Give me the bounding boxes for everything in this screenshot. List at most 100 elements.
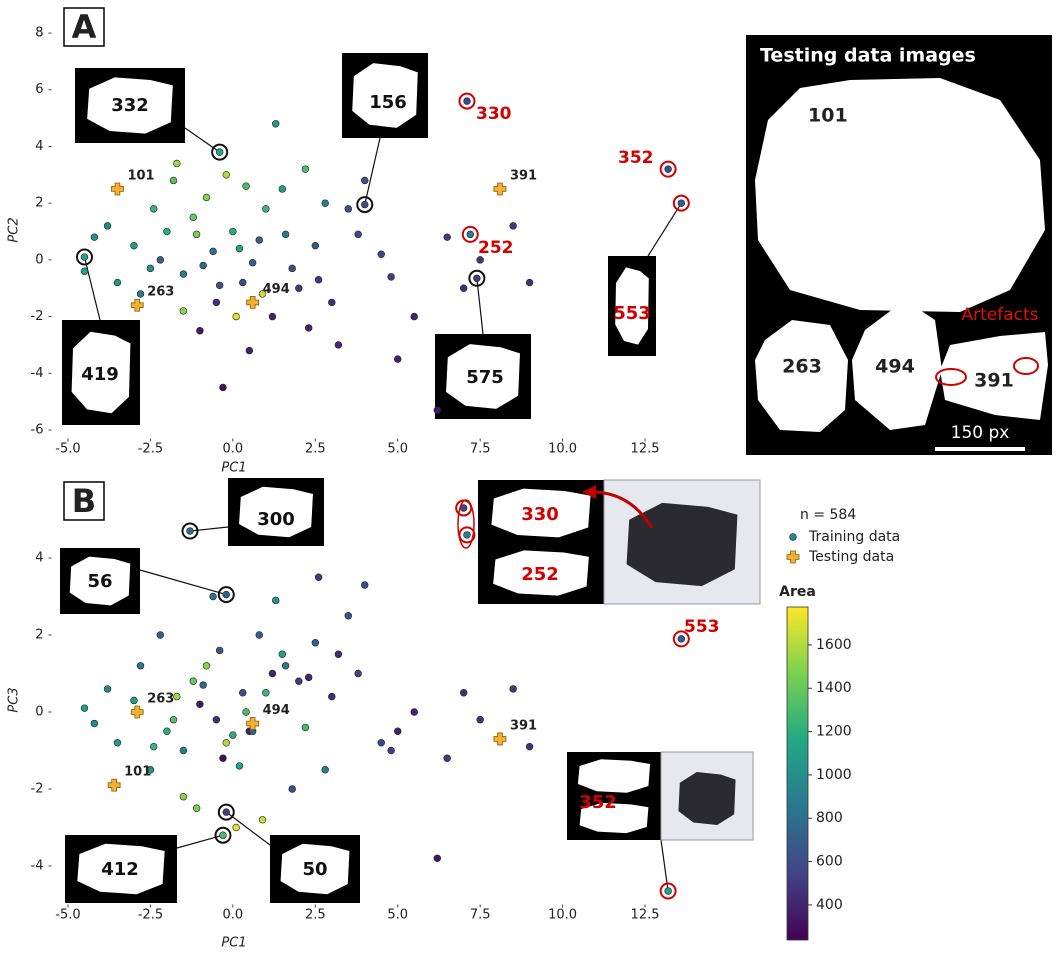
training-point — [443, 754, 451, 762]
colorbar-tick-label: 600 — [816, 854, 843, 870]
training-point — [103, 222, 112, 230]
testing-point — [246, 296, 260, 309]
colorbar-label: Area — [779, 584, 816, 600]
highlight-ring — [211, 143, 229, 161]
training-point — [459, 689, 468, 697]
outlier-label: 252 — [478, 238, 514, 258]
colorbar — [786, 606, 809, 941]
highlight-point — [222, 808, 230, 816]
panel-letter-box — [63, 481, 105, 521]
training-point — [232, 823, 240, 832]
x-tick-label: 0.0 — [223, 908, 244, 923]
training-point — [354, 669, 362, 678]
training-point — [344, 205, 352, 213]
training-point — [255, 236, 263, 244]
x-tick-label: -5.0 — [55, 442, 80, 457]
training-point — [150, 742, 158, 751]
training-point — [196, 700, 204, 708]
highlight-ring — [659, 160, 677, 178]
training-point — [328, 298, 336, 307]
training-point — [459, 284, 468, 292]
legend-label: Training data — [808, 529, 900, 545]
inset-connector — [184, 127, 221, 153]
highlight-point — [80, 253, 89, 261]
highlight-point — [664, 887, 672, 895]
testing-label: 391 — [510, 168, 537, 183]
training-point — [229, 227, 237, 236]
testing-label: 494 — [263, 703, 290, 718]
scale-bar-label: 150 px — [951, 423, 1010, 443]
training-point — [525, 742, 534, 751]
outlier-label: 553 — [684, 617, 720, 637]
red-arrow — [591, 490, 654, 529]
y-axis-label: PC2 — [7, 217, 22, 242]
inset-label: 156 — [369, 92, 407, 113]
inset-connector — [660, 839, 669, 892]
y-tick-label: -6 — [31, 422, 44, 437]
y-tick-label: 2 — [35, 628, 43, 643]
training-point — [173, 159, 181, 168]
testing-point — [107, 778, 121, 792]
y-tick-label: 4 — [35, 139, 43, 154]
highlight-point — [466, 230, 474, 239]
training-point — [410, 312, 418, 321]
x-tick-label: 7.5 — [470, 442, 491, 457]
testing-label: 101 — [124, 765, 151, 780]
training-point — [199, 261, 207, 270]
training-point — [179, 746, 188, 755]
training-point — [169, 715, 178, 724]
legend-marker — [786, 550, 800, 564]
training-point — [295, 284, 303, 292]
training-point — [229, 731, 237, 739]
training-point — [361, 176, 369, 185]
training-point — [361, 581, 369, 589]
highlight-ring — [461, 225, 479, 243]
image-label: 494 — [875, 356, 915, 378]
highlight-point — [186, 527, 194, 535]
highlight-ring — [214, 826, 232, 844]
training-point — [113, 278, 122, 287]
image-label: 101 — [808, 105, 848, 127]
legend-title: n = 584 — [800, 507, 856, 523]
training-point — [248, 259, 257, 267]
training-point — [295, 677, 303, 685]
training-point — [433, 406, 441, 414]
training-point — [242, 182, 250, 190]
shape-101 — [755, 78, 1045, 312]
training-point — [377, 739, 385, 747]
x-tick-label: 10.0 — [548, 442, 577, 457]
outlier-label: 352 — [618, 148, 654, 168]
training-point — [202, 662, 211, 670]
inset-shape — [69, 556, 131, 606]
inset-label: 50 — [302, 859, 327, 880]
y-tick-label: -4 — [31, 859, 44, 874]
training-point — [262, 205, 270, 213]
highlight-point — [463, 531, 471, 539]
x-tick-label: 5.0 — [387, 908, 408, 923]
training-point — [387, 746, 395, 755]
inset-label: 412 — [101, 859, 139, 880]
training-point — [433, 854, 441, 862]
image-label: 391 — [974, 370, 1014, 392]
x-tick-label: -2.5 — [138, 908, 163, 923]
inset-connector — [476, 278, 484, 335]
x-tick-label: 5.0 — [387, 442, 408, 457]
testing-label: 494 — [263, 282, 290, 297]
inset-shape — [352, 63, 418, 128]
x-tick-label: -2.5 — [138, 442, 163, 457]
shape-391 — [940, 332, 1048, 420]
highlight-ring — [217, 586, 235, 604]
training-point — [169, 176, 178, 185]
training-point — [476, 715, 484, 724]
y-tick-label: -2 — [31, 782, 44, 797]
training-point — [344, 612, 352, 620]
training-point — [163, 727, 171, 735]
training-point — [288, 264, 296, 273]
x-axis-label: PC1 — [221, 936, 246, 951]
highlight-point — [677, 635, 686, 643]
x-tick-label: 2.5 — [305, 908, 326, 923]
highlight-point — [463, 97, 471, 105]
testing-point — [111, 182, 124, 196]
highlight-ring — [659, 882, 677, 900]
